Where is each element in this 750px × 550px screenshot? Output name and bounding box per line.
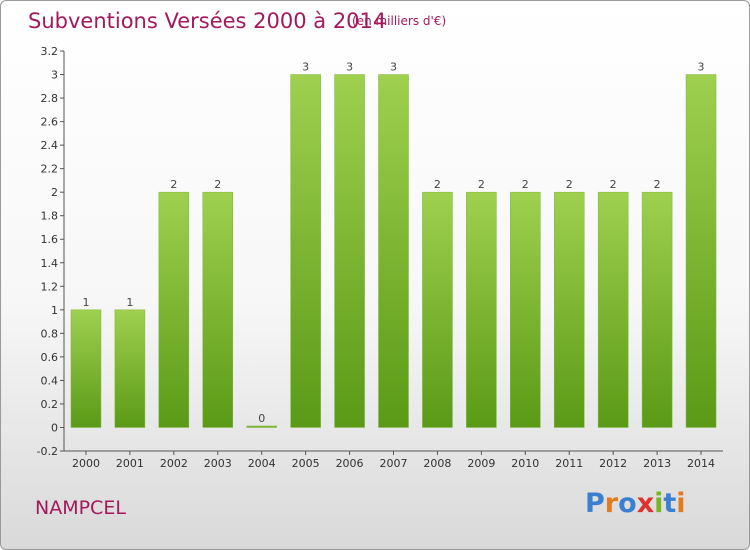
bar-2007 <box>378 74 409 428</box>
y-tick-label: 0.4 <box>41 374 59 387</box>
y-tick-label: 3.2 <box>41 45 59 58</box>
y-tick-label: 2.4 <box>41 139 59 152</box>
x-tick-label: 2011 <box>555 457 583 470</box>
data-label-2002: 2 <box>170 178 177 191</box>
y-tick-label: 0.2 <box>41 398 59 411</box>
logo-letter: i <box>676 488 686 519</box>
y-tick-label: 1.2 <box>41 280 59 293</box>
logo-letter: x <box>636 488 655 519</box>
bar-2010 <box>510 191 541 428</box>
logo-letter: t <box>663 488 677 519</box>
data-label-2004: 0 <box>258 412 265 425</box>
x-tick-label: 2012 <box>599 457 627 470</box>
bar-2002 <box>158 191 190 428</box>
y-tick-label: 2 <box>51 186 58 199</box>
x-tick-label: 2007 <box>380 457 408 470</box>
y-tick-label: 1 <box>51 304 58 317</box>
y-tick-label: 0.8 <box>41 327 59 340</box>
y-tick-label: 2.6 <box>41 116 59 129</box>
y-tick-label: 3 <box>51 69 58 82</box>
y-tick-label: 0 <box>51 421 58 434</box>
x-tick-label: 2005 <box>292 457 320 470</box>
data-label-2000: 1 <box>82 296 89 309</box>
data-label-2006: 3 <box>346 61 353 74</box>
data-label-2008: 2 <box>434 178 441 191</box>
data-label-2014: 3 <box>698 61 705 74</box>
x-tick-label: 2013 <box>643 457 671 470</box>
y-tick-label: 1.6 <box>41 233 59 246</box>
data-label-2007: 3 <box>390 61 397 74</box>
x-tick-label: 2009 <box>467 457 495 470</box>
logo-letter: r <box>604 488 619 519</box>
bar-2006 <box>334 74 365 428</box>
y-tick-label: 2.8 <box>41 92 59 105</box>
bar-2008 <box>422 191 453 428</box>
x-tick-label: 2001 <box>116 457 144 470</box>
data-label-2001: 1 <box>126 296 133 309</box>
data-label-2003: 2 <box>214 178 221 191</box>
data-label-2010: 2 <box>522 178 529 191</box>
x-tick-label: 2002 <box>160 457 188 470</box>
data-label-2013: 2 <box>654 178 661 191</box>
y-tick-label: 0.6 <box>41 351 59 364</box>
x-tick-label: 2010 <box>511 457 539 470</box>
bar-2012 <box>597 191 629 428</box>
y-tick-label: 1.4 <box>41 257 59 270</box>
y-tick-label: 2.2 <box>41 163 59 176</box>
logo-letter: i <box>654 488 664 519</box>
commune-name: NAMPCEL <box>35 497 126 519</box>
x-tick-label: 2006 <box>336 457 364 470</box>
logo-letter: o <box>618 488 637 519</box>
bar-2005 <box>290 74 321 428</box>
bar-2011 <box>553 191 585 428</box>
x-tick-label: 2004 <box>248 457 276 470</box>
x-tick-label: 2014 <box>687 457 715 470</box>
bar-2003 <box>202 191 234 428</box>
data-label-2009: 2 <box>478 178 485 191</box>
x-tick-label: 2000 <box>72 457 100 470</box>
proxiti-logo[interactable]: Proxiti <box>585 488 686 519</box>
bar-2000 <box>70 309 102 428</box>
bar-2004 <box>246 425 277 428</box>
y-tick-label: -0.2 <box>37 445 58 458</box>
y-tick-label: 1.8 <box>41 210 59 223</box>
data-label-2005: 3 <box>302 61 309 74</box>
x-tick-label: 2003 <box>204 457 232 470</box>
bar-2009 <box>466 191 497 428</box>
data-label-2012: 2 <box>610 178 617 191</box>
chart-title: Subventions Versées 2000 à 2014 <box>28 9 387 33</box>
x-tick-label: 2008 <box>423 457 451 470</box>
bar-2001 <box>114 309 146 428</box>
chart-subtitle: (en milliers d'€) <box>352 14 447 28</box>
bar-2013 <box>641 191 673 428</box>
bar-2014 <box>685 74 717 428</box>
data-label-2011: 2 <box>566 178 573 191</box>
logo-letter: P <box>585 488 605 519</box>
